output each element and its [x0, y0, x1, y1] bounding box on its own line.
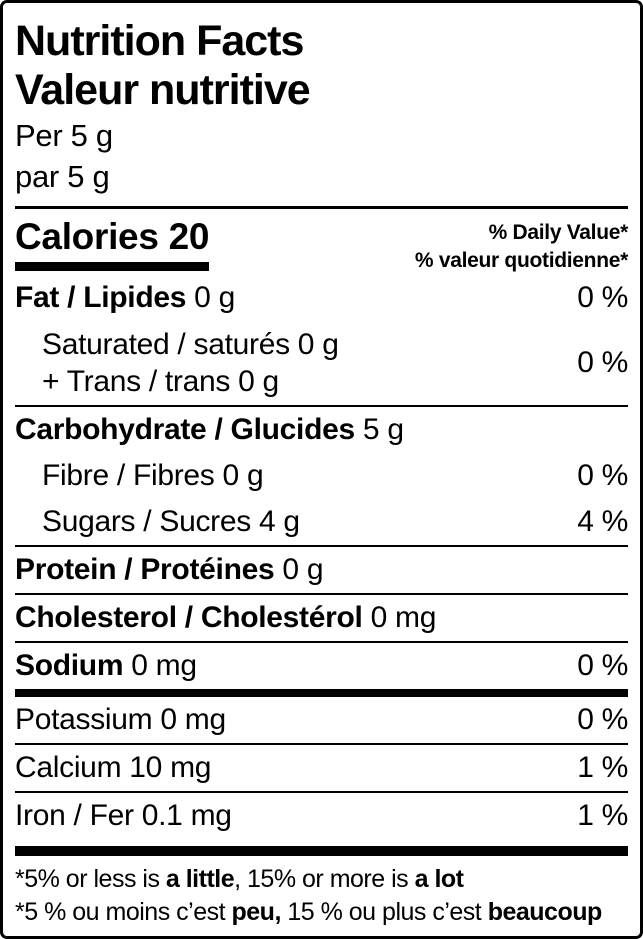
row-saturated-trans: Saturated / saturés 0 g + Trans / trans … — [15, 321, 628, 405]
calcium-label: Calcium 10 mg — [15, 751, 212, 784]
saturated-trans-label: Saturated / saturés 0 g + Trans / trans … — [15, 326, 339, 400]
serving-size-en: Per 5 g — [15, 118, 113, 153]
trans-label: + Trans / trans 0 g — [42, 365, 279, 398]
row-potassium: Potassium 0 mg 0 % — [15, 697, 628, 743]
fat-amount: 0 g — [186, 281, 235, 314]
row-calcium: Calcium 10 mg 1 % — [15, 745, 628, 791]
row-fat: Fat / Lipides 0 g 0 % — [15, 275, 628, 321]
footnote-en-a-lot: a lot — [414, 865, 464, 893]
footnote-en-a-little: a little — [165, 865, 235, 893]
footnote-fr: *5 % ou moins c’est peu, 15 % ou plus c’… — [15, 896, 628, 929]
footnote-fr-mid: 15 % ou plus c’est — [280, 898, 488, 926]
footnote-en: *5% or less is a little, 15% or more is … — [15, 863, 628, 896]
divider-footnote-thick — [15, 846, 628, 856]
row-sodium: Sodium 0 mg 0 % — [15, 643, 628, 689]
title-fr: Valeur nutritive — [15, 66, 311, 114]
fibre-label: Fibre / Fibres 0 g — [42, 459, 264, 492]
row-carbohydrate: Carbohydrate / Glucides 5 g — [15, 407, 628, 453]
serving-size-fr: par 5 g — [15, 159, 110, 194]
calories-label: Calories 20 — [15, 216, 210, 257]
daily-value-header-en: % Daily Value* — [488, 221, 629, 244]
divider-protein — [15, 593, 628, 595]
potassium-label: Potassium 0 mg — [15, 703, 226, 736]
calories-underline — [15, 262, 210, 271]
divider-header — [15, 206, 628, 209]
divider-carbohydrate — [15, 545, 628, 547]
divider-sodium-thick — [15, 689, 628, 697]
carbohydrate-label: Carbohydrate / Glucides 5 g — [15, 412, 404, 448]
fat-label: Fat / Lipides 0 g — [15, 280, 235, 316]
cholesterol-label: Cholesterol / Cholestérol 0 mg — [15, 600, 436, 636]
potassium-percent: 0 % — [577, 703, 628, 736]
sodium-percent: 0 % — [577, 649, 628, 682]
cholesterol-label-bold: Cholesterol / Cholestérol — [15, 601, 363, 634]
row-sugars: Sugars / Sucres 4 g 4 % — [15, 499, 628, 545]
title-en: Nutrition Facts — [15, 17, 304, 65]
saturated-trans-percent: 0 % — [577, 346, 628, 379]
fat-label-bold: Fat / Lipides — [15, 281, 187, 314]
carbohydrate-amount: 5 g — [354, 413, 404, 446]
divider-cholesterol — [15, 641, 628, 643]
footnote-fr-pre: *5 % ou moins c’est — [15, 898, 232, 926]
protein-label: Protein / Protéines 0 g — [15, 552, 324, 588]
divider-calcium — [15, 791, 628, 793]
sugars-label: Sugars / Sucres 4 g — [42, 505, 300, 538]
daily-value-header: % Daily Value* % valeur quotidienne* — [415, 217, 628, 275]
carbohydrate-label-bold: Carbohydrate / Glucides — [15, 413, 355, 446]
sodium-label-bold: Sodium — [15, 649, 124, 682]
divider-fat — [15, 405, 628, 407]
iron-label: Iron / Fer 0.1 mg — [15, 799, 232, 832]
sugars-percent: 4 % — [577, 505, 628, 538]
calories-row: Calories 20 % Daily Value* % valeur quot… — [15, 209, 628, 275]
footnote-en-mid: , 15% or more is — [234, 865, 415, 893]
sodium-amount: 0 mg — [123, 649, 197, 682]
footnote-en-pre: *5% or less is — [15, 865, 166, 893]
protein-amount: 0 g — [274, 553, 324, 586]
sodium-label: Sodium 0 mg — [15, 648, 197, 684]
row-cholesterol: Cholesterol / Cholestérol 0 mg — [15, 595, 628, 641]
cholesterol-amount: 0 mg — [362, 601, 437, 634]
row-iron: Iron / Fer 0.1 mg 1 % — [15, 793, 628, 839]
footnotes: *5% or less is a little, 15% or more is … — [15, 856, 628, 929]
daily-value-header-fr: % valeur quotidienne* — [414, 249, 628, 272]
fat-percent: 0 % — [577, 281, 628, 314]
saturated-label: Saturated / saturés 0 g — [42, 328, 339, 361]
calcium-percent: 1 % — [577, 751, 628, 784]
footnote-fr-peu: peu, — [231, 898, 282, 926]
fibre-percent: 0 % — [577, 459, 628, 492]
protein-label-bold: Protein / Protéines — [15, 553, 275, 586]
row-protein: Protein / Protéines 0 g — [15, 547, 628, 593]
iron-percent: 1 % — [577, 799, 628, 832]
divider-potassium — [15, 743, 628, 745]
footnote-fr-beaucoup: beaucoup — [487, 898, 603, 926]
row-fibre: Fibre / Fibres 0 g 0 % — [15, 453, 628, 499]
calories-block: Calories 20 — [15, 217, 209, 271]
